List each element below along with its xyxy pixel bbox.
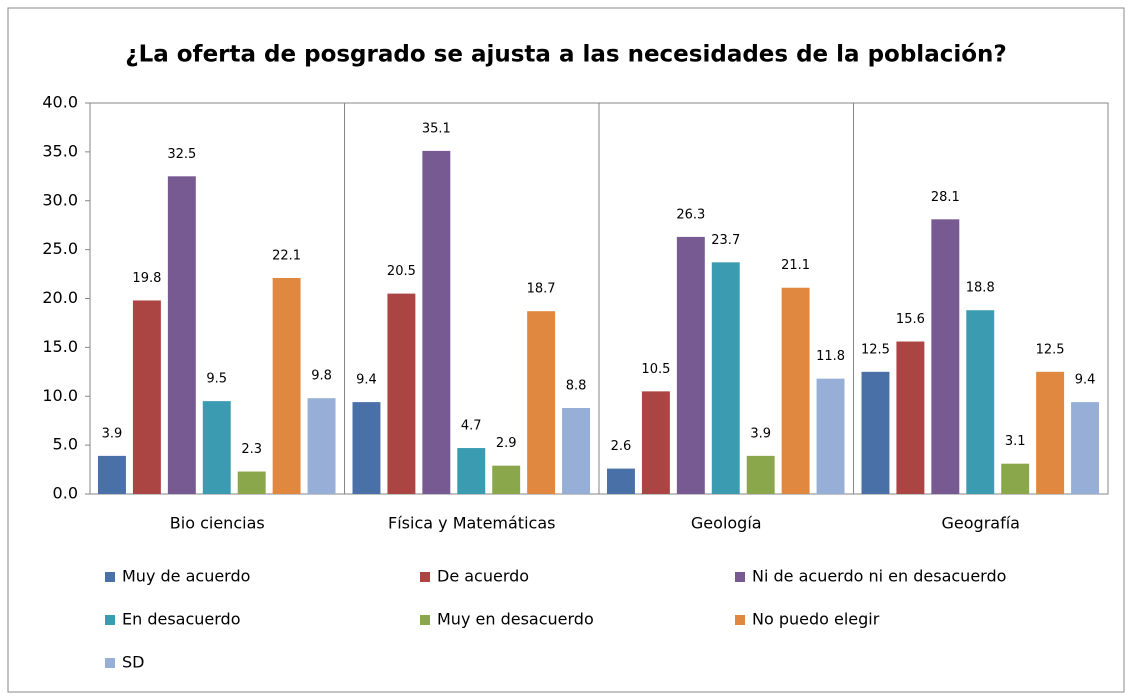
x-tick-label: Geología — [691, 514, 762, 533]
legend-swatch — [420, 615, 430, 625]
bar — [352, 402, 381, 494]
bar — [237, 471, 266, 494]
legend-swatch — [105, 615, 115, 625]
legend-label: En desacuerdo — [122, 610, 241, 629]
x-tick-label: Bio ciencias — [170, 514, 265, 533]
value-label: 32.5 — [167, 147, 196, 162]
bar — [422, 150, 451, 494]
value-label: 9.8 — [311, 369, 332, 384]
legend-swatch — [735, 615, 745, 625]
legend-label: SD — [122, 653, 144, 672]
value-label: 18.8 — [966, 281, 995, 296]
legend-swatch — [105, 658, 115, 668]
y-tick-label: 10.0 — [42, 386, 78, 405]
value-label: 2.6 — [611, 439, 632, 454]
value-label: 21.1 — [781, 258, 810, 273]
legend-swatch — [420, 572, 430, 582]
bar — [931, 219, 960, 494]
value-label: 23.7 — [711, 233, 740, 248]
y-tick-label: 15.0 — [42, 337, 78, 356]
bar — [607, 468, 635, 494]
legend-swatch — [105, 572, 115, 582]
value-label: 9.5 — [206, 372, 227, 387]
value-label: 2.9 — [496, 436, 517, 451]
value-label: 4.7 — [461, 419, 482, 434]
chart-title: ¿La oferta de posgrado se ajusta a las n… — [125, 42, 1007, 68]
bar — [527, 311, 556, 494]
value-label: 9.4 — [1075, 373, 1096, 388]
legend-swatch — [735, 572, 745, 582]
value-label: 18.7 — [527, 282, 556, 297]
value-label: 11.8 — [816, 349, 845, 364]
bar — [457, 448, 486, 494]
bar — [746, 455, 775, 494]
y-tick-label: 0.0 — [53, 484, 78, 503]
legend-label: Muy en desacuerdo — [437, 610, 594, 629]
bar — [272, 277, 301, 494]
x-tick-label: Física y Matemáticas — [388, 514, 555, 533]
value-label: 9.4 — [356, 373, 377, 388]
value-label: 2.3 — [241, 442, 262, 457]
bar — [781, 287, 810, 494]
value-label: 26.3 — [676, 207, 705, 222]
value-label: 20.5 — [387, 264, 416, 279]
value-label: 10.5 — [641, 362, 670, 377]
y-tick-label: 30.0 — [42, 190, 78, 209]
bar — [816, 378, 845, 494]
y-tick-label: 40.0 — [42, 93, 78, 112]
legend-label: Ni de acuerdo ni en desacuerdo — [752, 567, 1006, 586]
value-label: 3.9 — [102, 426, 123, 441]
value-label: 15.6 — [896, 312, 925, 327]
value-label: 12.5 — [1036, 342, 1065, 357]
legend-label: No puedo elegir — [752, 610, 880, 629]
bar — [966, 310, 995, 494]
y-tick-label: 35.0 — [42, 141, 78, 160]
x-tick-label: Geografía — [942, 514, 1020, 533]
y-tick-label: 20.0 — [42, 288, 78, 307]
bar — [202, 401, 231, 494]
bar — [1071, 402, 1100, 494]
y-tick-label: 5.0 — [53, 435, 78, 454]
bar — [641, 391, 670, 494]
bar — [387, 293, 416, 494]
value-label: 3.1 — [1005, 434, 1026, 449]
value-label: 28.1 — [931, 190, 960, 205]
value-label: 12.5 — [861, 342, 890, 357]
bar — [861, 371, 890, 494]
bar — [676, 236, 705, 495]
value-label: 19.8 — [132, 271, 161, 286]
y-tick-label: 25.0 — [42, 239, 78, 258]
bar — [98, 455, 126, 494]
bar — [492, 465, 521, 494]
bar — [167, 176, 196, 494]
bar — [896, 341, 925, 494]
bar — [711, 262, 740, 494]
value-label: 35.1 — [422, 121, 451, 136]
bar — [307, 398, 336, 494]
value-label: 8.8 — [566, 378, 587, 393]
value-label: 3.9 — [750, 426, 771, 441]
legend-label: De acuerdo — [437, 567, 529, 586]
bar — [1036, 371, 1065, 494]
bar — [132, 300, 161, 494]
bar — [562, 407, 591, 494]
legend-label: Muy de acuerdo — [122, 567, 250, 586]
value-label: 22.1 — [272, 248, 301, 263]
bar — [1001, 463, 1030, 494]
